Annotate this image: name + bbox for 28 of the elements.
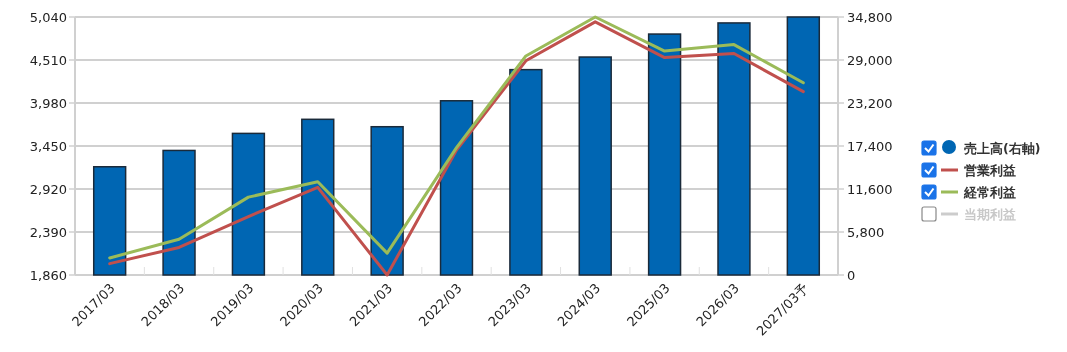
y2-tick-label: 5,800 (847, 225, 885, 240)
bar (578, 56, 612, 276)
y-tick-label: 5,040 (29, 10, 67, 25)
legend-label: 営業利益 (964, 163, 1016, 178)
bar (786, 16, 821, 276)
y-tick-label: 2,920 (29, 182, 67, 197)
y2-tick-label: 29,000 (847, 53, 893, 68)
y2-tick-label: 17,400 (847, 139, 893, 154)
bar (231, 132, 266, 276)
bar (301, 118, 335, 276)
y2-tick-label: 23,200 (847, 96, 893, 111)
bar (162, 149, 196, 276)
y-tick-label: 3,980 (29, 96, 67, 111)
y2-tick-label: 11,600 (847, 182, 893, 197)
bar (717, 22, 751, 276)
legend-label: 経常利益 (963, 185, 1016, 200)
bar (92, 166, 127, 276)
y-tick-label: 4,510 (29, 53, 67, 68)
bar (647, 33, 682, 276)
legend-label: 売上高(右軸) (964, 141, 1041, 156)
y-tick-label: 1,860 (29, 268, 67, 283)
bar (439, 100, 474, 276)
y2-tick-label: 0 (847, 268, 856, 283)
y2-tick-label: 34,800 (847, 10, 893, 25)
bar (370, 125, 404, 276)
y-tick-label: 2,390 (29, 225, 67, 240)
bar (509, 68, 543, 276)
y-tick-label: 3,450 (29, 139, 67, 154)
